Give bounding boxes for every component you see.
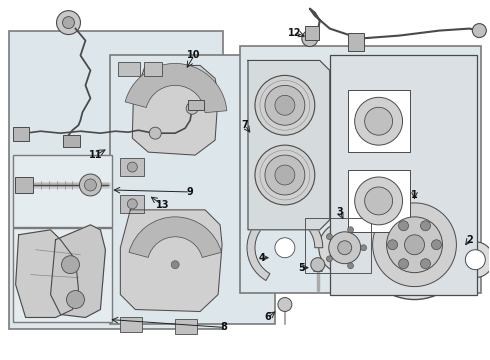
- Text: 2: 2: [466, 235, 473, 245]
- Wedge shape: [247, 210, 323, 280]
- Circle shape: [171, 261, 179, 269]
- Circle shape: [360, 190, 469, 300]
- Circle shape: [326, 256, 332, 262]
- Circle shape: [311, 258, 325, 272]
- Bar: [188, 100, 204, 110]
- Circle shape: [326, 234, 332, 240]
- Bar: [305, 26, 319, 40]
- Circle shape: [355, 177, 403, 225]
- Circle shape: [457, 242, 490, 278]
- Text: 10: 10: [187, 50, 201, 60]
- Bar: [348, 170, 410, 232]
- Circle shape: [278, 298, 292, 311]
- Circle shape: [398, 221, 409, 231]
- Circle shape: [472, 24, 486, 37]
- Circle shape: [365, 107, 392, 135]
- Bar: [144, 62, 162, 76]
- Bar: [13, 228, 112, 323]
- Bar: [121, 195, 144, 213]
- Bar: [119, 62, 140, 76]
- Bar: [110, 55, 275, 324]
- Polygon shape: [248, 60, 330, 230]
- Circle shape: [361, 245, 367, 251]
- Wedge shape: [125, 63, 227, 113]
- Bar: [305, 218, 370, 273]
- Text: 12: 12: [288, 28, 302, 37]
- Polygon shape: [50, 225, 105, 318]
- Circle shape: [255, 145, 315, 205]
- Text: 3: 3: [336, 207, 343, 217]
- Bar: [121, 158, 144, 176]
- Circle shape: [355, 97, 403, 145]
- Circle shape: [265, 155, 305, 195]
- Circle shape: [432, 240, 441, 250]
- Bar: [175, 319, 197, 334]
- Circle shape: [265, 85, 305, 125]
- Circle shape: [275, 95, 295, 115]
- Circle shape: [275, 238, 295, 258]
- Text: 6: 6: [265, 312, 271, 323]
- Circle shape: [319, 222, 370, 274]
- Text: 5: 5: [298, 263, 305, 273]
- Circle shape: [79, 174, 101, 196]
- Circle shape: [466, 250, 485, 270]
- Polygon shape: [16, 230, 78, 318]
- Polygon shape: [132, 66, 218, 155]
- Circle shape: [149, 127, 161, 139]
- Circle shape: [388, 240, 397, 250]
- Bar: [15, 177, 33, 193]
- Bar: [9, 31, 223, 329]
- Circle shape: [420, 259, 431, 269]
- Text: 1: 1: [411, 190, 418, 200]
- Circle shape: [372, 203, 456, 287]
- Bar: [63, 135, 80, 147]
- Circle shape: [63, 17, 74, 28]
- Bar: [348, 32, 364, 50]
- Polygon shape: [121, 210, 222, 311]
- Circle shape: [405, 235, 424, 255]
- Bar: [121, 318, 142, 332]
- Circle shape: [398, 259, 409, 269]
- Bar: [240, 45, 481, 293]
- Text: 9: 9: [187, 187, 194, 197]
- Text: 13: 13: [155, 200, 169, 210]
- Bar: [330, 55, 477, 294]
- Circle shape: [62, 256, 79, 274]
- Circle shape: [347, 227, 354, 233]
- Circle shape: [186, 102, 198, 114]
- Text: 11: 11: [89, 150, 102, 160]
- Circle shape: [127, 199, 137, 209]
- Circle shape: [302, 31, 318, 46]
- Circle shape: [347, 263, 354, 269]
- Circle shape: [127, 162, 137, 172]
- Text: 7: 7: [242, 120, 248, 130]
- Bar: [348, 90, 410, 152]
- Circle shape: [84, 179, 97, 191]
- Circle shape: [329, 232, 361, 264]
- Circle shape: [420, 221, 431, 231]
- Circle shape: [255, 75, 315, 135]
- Circle shape: [275, 165, 295, 185]
- Circle shape: [67, 291, 84, 309]
- Circle shape: [338, 241, 352, 255]
- Text: 4: 4: [259, 253, 265, 263]
- Circle shape: [365, 187, 392, 215]
- Bar: [13, 127, 28, 141]
- Text: 8: 8: [220, 323, 227, 332]
- Circle shape: [387, 217, 442, 273]
- Wedge shape: [129, 217, 221, 257]
- Circle shape: [56, 11, 80, 35]
- Bar: [13, 155, 112, 227]
